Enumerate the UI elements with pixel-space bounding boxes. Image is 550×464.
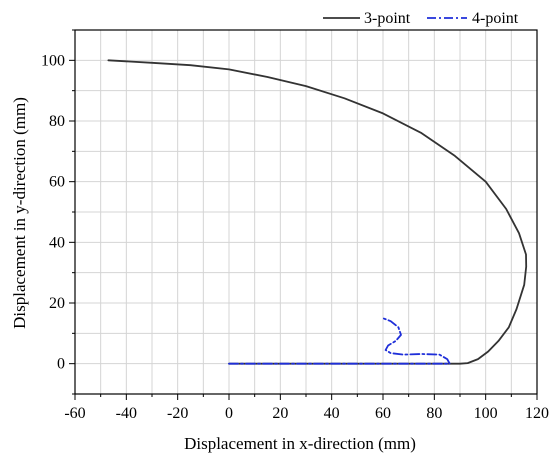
x-tick-label: 40 xyxy=(324,405,340,422)
x-tick-label: 100 xyxy=(474,405,498,422)
legend: 3-point 4-point xyxy=(323,10,519,27)
y-axis-title: Displacement in y-direction (mm) xyxy=(10,97,29,329)
x-tick-label: 120 xyxy=(525,405,549,422)
y-tick-label: 40 xyxy=(49,234,65,251)
series-lines xyxy=(107,59,528,365)
y-tick-label: 0 xyxy=(57,356,65,373)
y-tick-label: 100 xyxy=(41,52,65,69)
series-line-4-point xyxy=(228,317,451,365)
legend-label-3-point: 3-point xyxy=(364,10,411,27)
x-axis-title: Displacement in x-direction (mm) xyxy=(184,434,416,453)
y-tick-label: 60 xyxy=(49,174,65,191)
tick-labels: -60 -40 -20 0 20 40 60 80 100 120 0 20 40 60 80 100 xyxy=(41,52,549,422)
x-tick-label: 0 xyxy=(225,405,233,422)
x-tick-label: 20 xyxy=(272,405,288,422)
x-tick-label: -20 xyxy=(167,405,188,422)
x-tick-label: 80 xyxy=(426,405,442,422)
x-tick-label: -60 xyxy=(64,405,85,422)
legend-label-4-point: 4-point xyxy=(472,10,519,27)
y-tick-label: 80 xyxy=(49,113,65,130)
x-tick-label: 60 xyxy=(375,405,391,422)
grid-lines xyxy=(74,29,538,395)
y-tick-label: 20 xyxy=(49,295,65,312)
axis-ticks xyxy=(69,29,538,400)
x-tick-label: -40 xyxy=(116,405,137,422)
